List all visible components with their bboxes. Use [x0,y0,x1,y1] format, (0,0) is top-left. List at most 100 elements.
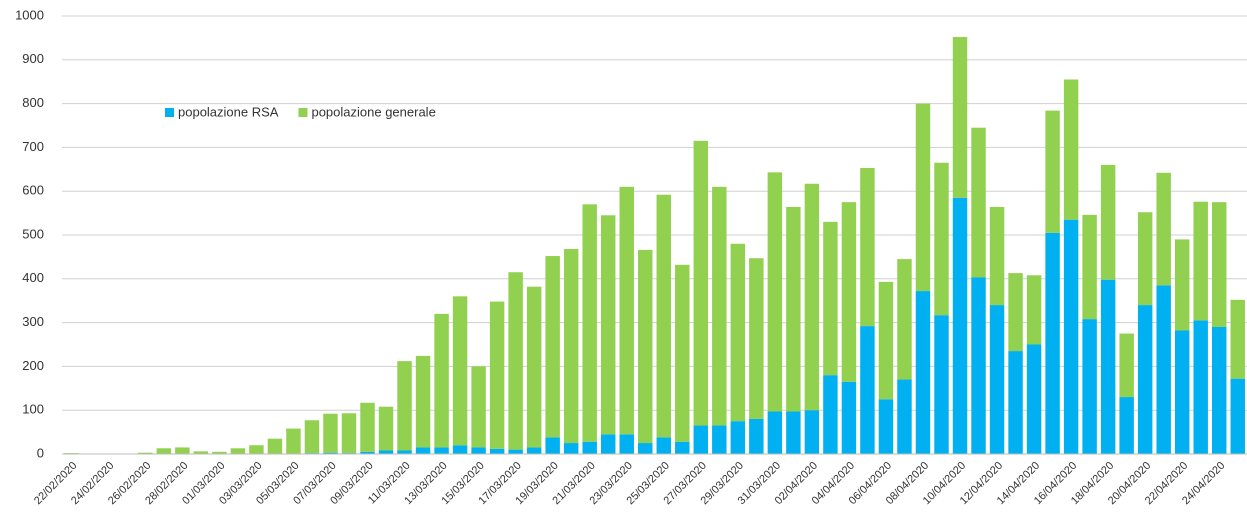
bar-segment [971,277,986,454]
bar-segment [304,420,320,454]
bar-segment [823,221,838,376]
bar-segment [656,437,671,454]
bar-segment [638,443,653,454]
bar-segment [1212,202,1227,327]
bar-segment [545,256,560,438]
bar-segment [1082,319,1097,454]
bar-segment [619,186,634,435]
bar-segment [619,434,634,454]
y-tick-label: 500 [22,226,44,241]
bar-segment [1100,279,1116,454]
bar-segment [804,183,820,411]
bar-segment [563,249,579,444]
bar-segment [989,305,1005,454]
bar-segment [230,448,246,454]
bar-segment [915,103,931,292]
bar-segment [675,441,690,454]
y-tick-label: 1000 [15,7,44,22]
bar-segment [730,421,746,454]
bar-segment [1156,172,1171,286]
bar-segment [1008,351,1023,454]
bar-segment [175,447,190,454]
bar-segment [786,411,801,454]
bar-segment [878,399,894,454]
bar-segment [767,411,783,454]
bar-segment [582,441,597,454]
bar-segment [1174,330,1190,454]
bar-segment [193,451,209,454]
bar-segment [138,452,153,454]
bar-segment [675,264,690,442]
bar-segment [693,425,709,454]
bar-segment [452,296,468,446]
bar-segment [471,447,486,454]
bar-segment [600,434,616,454]
bar-segment [730,243,746,422]
bar-segment [323,413,338,453]
bar-segment [545,437,560,454]
y-tick-label: 200 [22,358,44,373]
bar-segment [915,291,931,454]
bar-segment [749,258,764,419]
bar-segment [934,315,949,454]
bar-segment [1063,219,1079,454]
bar-segment [934,162,949,316]
bar-segment [1193,320,1208,454]
bar-segment [1045,110,1060,233]
bar-segment [1119,333,1134,398]
bar-segment [471,366,486,448]
bar-segment [341,413,357,454]
bar-segment [1156,285,1171,454]
legend-label: popolazione RSA [178,104,279,119]
bar-segment [1063,79,1079,220]
legend-label: popolazione generale [311,104,435,119]
bar-segment [489,448,505,454]
y-tick-label: 400 [22,270,44,285]
y-tick-label: 0 [37,445,44,460]
bar-segment [1100,164,1116,280]
bar-segment [1026,275,1042,345]
bar-segment [1137,212,1153,306]
bar-segment [249,445,264,454]
bar-segment [952,197,968,454]
bar-segment [526,447,542,454]
bar-segment [323,452,338,454]
bar-segment [582,204,597,442]
bar-segment [749,418,764,454]
bar-segment [378,406,394,451]
bar-segment [360,402,375,452]
bar-segment [489,301,505,449]
bar-segment [656,194,671,438]
bar-segment [526,286,542,448]
bar-segment [860,326,875,454]
bar-segment [360,451,375,454]
bar-segment [638,249,653,444]
bar-segment [823,375,838,454]
bar-segment [563,443,579,454]
bar-segment [841,202,857,382]
bar-segment [971,127,986,278]
bar-segment [600,215,616,435]
bar-segment [156,448,172,454]
bar-segment [397,361,412,451]
bar-segment [712,425,727,454]
bar-segment [286,428,301,454]
bar-segment [841,381,857,454]
bar-segment [397,450,412,454]
bar-segment [415,355,431,448]
bar-segment [989,206,1005,306]
bar-segment [1137,305,1153,454]
y-tick-label: 300 [22,314,44,329]
legend-swatch [165,108,174,117]
bar-segment [712,186,727,426]
bar-segment [434,313,449,448]
bar-segment [508,272,523,450]
bar-segment [693,140,709,426]
bar-segment [878,281,894,400]
bar-segment [1119,397,1134,454]
bar-segment [212,451,227,454]
bar-segment [786,206,801,412]
bar-segment [1193,201,1208,321]
bar-segment [1174,239,1190,331]
